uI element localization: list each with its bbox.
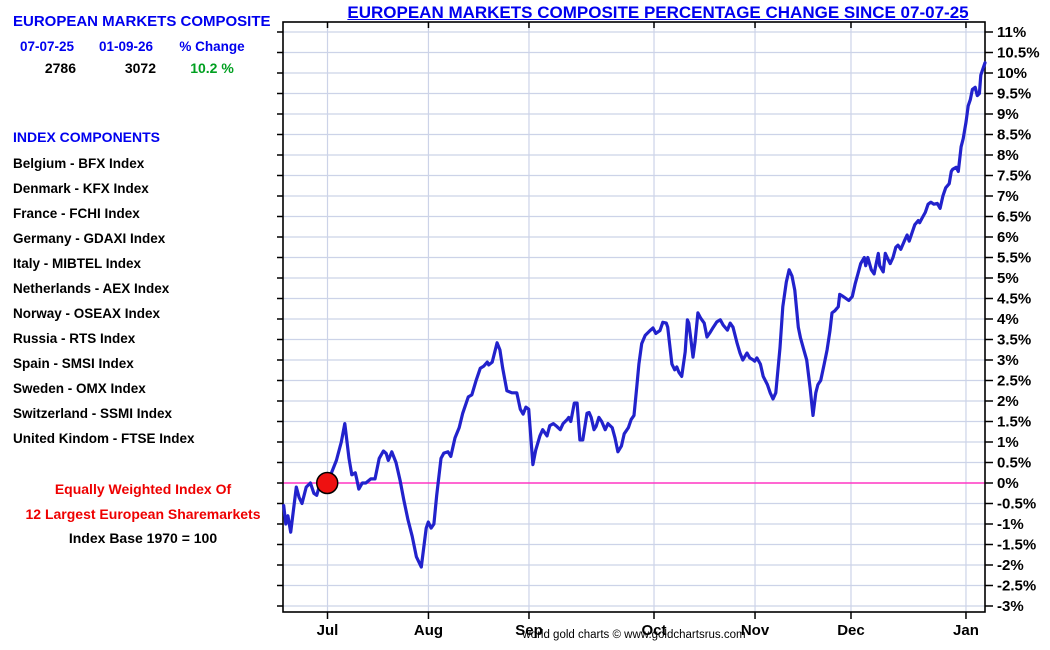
svg-text:-3%: -3% (997, 598, 1024, 615)
component-item: Spain - SMSI Index (13, 356, 134, 371)
component-item: Netherlands - AEX Index (13, 281, 170, 296)
end-date-label: 01-09-26 (98, 39, 154, 54)
y-axis-labels: 11% 10.5% 10% 9.5% 9% 8.5% 8% 7.5% 7% 6.5% 6% 5.5% 5… (277, 24, 1040, 615)
svg-text:2%: 2% (997, 393, 1019, 410)
component-item: Norway - OSEAX Index (13, 306, 161, 321)
horizontal-gridlines (283, 31, 985, 607)
component-item: United Kindom - FTSE Index (13, 431, 195, 446)
pct-change-label: % Change (179, 39, 245, 54)
svg-text:5%: 5% (997, 270, 1019, 287)
footnote-sharemarkets: 12 Largest European Sharemarkets (25, 506, 261, 522)
composite-header: EUROPEAN MARKETS COMPOSITE (13, 13, 271, 30)
component-item: Germany - GDAXI Index (13, 231, 166, 246)
svg-text:-2%: -2% (997, 557, 1024, 574)
composite-price-line (282, 61, 987, 569)
svg-text:1.5%: 1.5% (997, 414, 1031, 431)
chart-title: EUROPEAN MARKETS COMPOSITE PERCENTAGE CH… (347, 3, 969, 22)
svg-text:-0.5%: -0.5% (997, 496, 1036, 513)
svg-text:1%: 1% (997, 434, 1019, 451)
svg-text:4.5%: 4.5% (997, 291, 1031, 308)
svg-text:3.5%: 3.5% (997, 332, 1031, 349)
svg-text:7%: 7% (997, 188, 1019, 205)
start-marker (315, 471, 339, 495)
svg-text:Nov: Nov (741, 622, 770, 639)
start-index-value: 2786 (44, 60, 76, 76)
summary-header-row: 07-07-25 01-09-26 % Change (8, 39, 258, 54)
start-date-label: 07-07-25 (19, 39, 75, 54)
svg-text:Dec: Dec (837, 622, 865, 639)
summary-value-row: 2786 3072 10.2 % (8, 60, 258, 76)
component-item: Sweden - OMX Index (13, 381, 146, 396)
footnote-index-base: Index Base 1970 = 100 (68, 530, 218, 546)
end-index-value: 3072 (124, 60, 156, 76)
plot-border (282, 21, 986, 613)
index-components-heading: INDEX COMPONENTS (13, 129, 161, 145)
svg-text:-2.5%: -2.5% (997, 578, 1036, 595)
svg-text:Aug: Aug (414, 622, 443, 639)
svg-text:Jan: Jan (953, 622, 979, 639)
chart-footer-credit: world gold charts © www.goldchartsrus.co… (522, 629, 746, 641)
components-list: Belgium - BFX Index Denmark - KFX Index Fr… (13, 151, 195, 451)
svg-text:6.5%: 6.5% (997, 209, 1031, 226)
svg-text:0.5%: 0.5% (997, 455, 1031, 472)
component-item: Denmark - KFX Index (13, 181, 149, 196)
svg-text:5.5%: 5.5% (997, 250, 1031, 267)
svg-text:-1%: -1% (997, 516, 1024, 533)
svg-text:10.5%: 10.5% (997, 45, 1040, 62)
pct-change-value: 10.2 % (190, 60, 234, 76)
svg-text:-1.5%: -1.5% (997, 537, 1036, 554)
component-item: Switzerland - SSMI Index (13, 406, 173, 421)
footnote-equally-weighted: Equally Weighted Index Of (54, 481, 232, 497)
svg-text:6%: 6% (997, 229, 1019, 246)
svg-text:3%: 3% (997, 352, 1019, 369)
svg-text:4%: 4% (997, 311, 1019, 328)
component-item: France - FCHI Index (13, 206, 140, 221)
svg-text:8%: 8% (997, 147, 1019, 164)
svg-text:9.5%: 9.5% (997, 86, 1031, 103)
svg-text:11%: 11% (997, 24, 1026, 41)
component-item: Belgium - BFX Index (13, 156, 145, 171)
component-item: Russia - RTS Index (13, 331, 136, 346)
svg-text:2.5%: 2.5% (997, 373, 1031, 390)
svg-text:7.5%: 7.5% (997, 168, 1031, 185)
svg-text:8.5%: 8.5% (997, 127, 1031, 144)
svg-text:Oct: Oct (641, 622, 666, 639)
component-item: Italy - MIBTEL Index (13, 256, 142, 271)
svg-text:9%: 9% (997, 106, 1019, 123)
svg-text:Sep: Sep (515, 622, 543, 639)
svg-text:Jul: Jul (317, 622, 339, 639)
svg-text:0%: 0% (997, 475, 1019, 492)
vertical-gridlines (326, 22, 967, 612)
svg-text:10%: 10% (997, 65, 1027, 82)
x-axis-labels: Jul Aug Sep Oct Nov Dec Jan (317, 22, 979, 639)
